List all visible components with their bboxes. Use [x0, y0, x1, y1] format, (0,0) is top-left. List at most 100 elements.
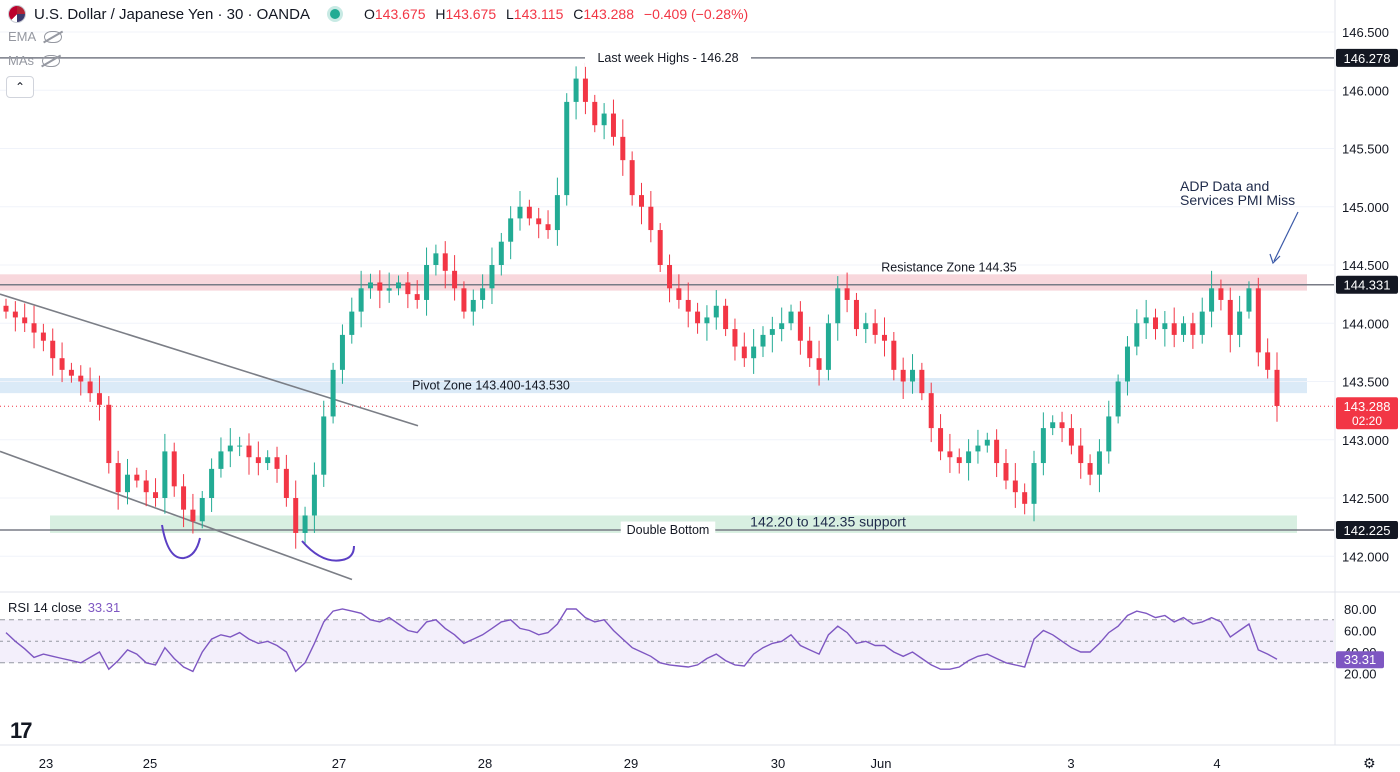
- price-tick-label: 144.500: [1342, 258, 1389, 273]
- ema-label: EMA: [8, 29, 37, 44]
- last-week-high-label-bg: [585, 49, 751, 67]
- rsi-tick-label: 80.00: [1344, 602, 1377, 617]
- candle-body: [1115, 381, 1121, 417]
- candle-body: [648, 206, 654, 231]
- candle-body: [975, 445, 981, 452]
- gear-icon[interactable]: ⚙: [1363, 755, 1376, 771]
- candle-body: [956, 457, 962, 464]
- candle-body: [704, 317, 710, 324]
- candle-body: [1087, 463, 1093, 475]
- candle-body: [1190, 323, 1196, 335]
- candle-body: [508, 218, 514, 242]
- candle-body: [1031, 463, 1037, 504]
- candle-body: [405, 282, 411, 295]
- candle-body: [246, 445, 252, 458]
- price-tick-label: 142.000: [1342, 549, 1389, 564]
- candle-body: [732, 329, 738, 347]
- ema-indicator[interactable]: EMA: [8, 29, 63, 44]
- candle-body: [1003, 463, 1009, 481]
- candle-body: [1143, 317, 1149, 324]
- pivot-zone: [0, 378, 1307, 394]
- time-tick-label: 4: [1213, 756, 1220, 770]
- candle-body: [302, 515, 308, 533]
- resistance-price-badge-bg: [1336, 275, 1398, 294]
- candle-body: [162, 451, 168, 498]
- chevron-up-icon[interactable]: ⌃: [6, 76, 34, 98]
- tradingview-logo[interactable]: 17: [10, 718, 33, 743]
- time-tick-label: 25: [143, 756, 157, 770]
- candle-body: [414, 294, 420, 300]
- candle-body: [1022, 492, 1028, 504]
- last-price-badge-countdown: 02:20: [1352, 414, 1382, 428]
- resistance-price-badge: 144.331: [1344, 278, 1391, 293]
- time-axis[interactable]: 23 25 27 28 29 30 Jun 3 4: [0, 744, 1400, 770]
- support-price-badge-bg: [1336, 521, 1398, 540]
- candle-body: [1255, 288, 1261, 353]
- candle-body: [592, 101, 598, 126]
- candle-body: [1199, 311, 1205, 335]
- symbol-title[interactable]: U.S. Dollar / Japanese Yen · 30 · OANDA: [34, 5, 310, 23]
- double-bottom-label: Double Bottom: [627, 523, 710, 537]
- candle-body: [667, 265, 673, 289]
- rsi-line: [5, 608, 1278, 673]
- adp-arrow-line: [1273, 211, 1299, 262]
- candle-body: [181, 486, 187, 510]
- price-axis[interactable]: 146.500 146.000 145.500 145.000 144.500 144.0…: [1336, 25, 1398, 564]
- candle-body: [330, 369, 336, 417]
- channel-lower-line: [0, 450, 353, 581]
- resistance-zone-label: Resistance Zone 144.35: [881, 261, 1017, 275]
- time-tick-label: 29: [624, 756, 638, 770]
- candle-body: [452, 270, 458, 289]
- candle-body: [349, 311, 355, 335]
- candle-body: [31, 323, 37, 333]
- candle-body: [1265, 352, 1271, 370]
- price-tick-label: 145.500: [1342, 142, 1389, 157]
- candle-body: [1209, 288, 1215, 312]
- candle-body: [143, 480, 149, 493]
- candle-body: [1218, 288, 1224, 300]
- eye-hidden-icon[interactable]: [44, 30, 63, 43]
- candle-body: [966, 451, 972, 464]
- candle-body: [536, 218, 542, 225]
- rsi-tick-label: 20.00: [1344, 667, 1377, 682]
- trendlines: [0, 293, 419, 581]
- high-value: 143.675: [445, 6, 497, 22]
- candle-body: [1227, 299, 1233, 335]
- channel-upper-line: [0, 293, 419, 427]
- price-tick-label: 144.000: [1342, 316, 1389, 331]
- candle-body: [1246, 288, 1252, 312]
- candle-body: [96, 393, 102, 405]
- close-label: C: [573, 6, 584, 22]
- candle-body: [676, 288, 682, 300]
- candle-body: [68, 369, 74, 376]
- open-label: O: [363, 6, 375, 22]
- high-price-badge-bg: [1336, 48, 1398, 67]
- mas-indicator[interactable]: MAs: [8, 53, 60, 68]
- resistance-zone: [0, 274, 1307, 291]
- candle-body: [900, 369, 906, 382]
- candle-body: [984, 439, 990, 446]
- candle-body: [40, 332, 46, 341]
- candle-body: [115, 463, 121, 493]
- candle-body: [293, 498, 299, 533]
- candle-body: [255, 457, 261, 464]
- candle-body: [601, 113, 607, 126]
- double-bottom-curve-left: [161, 524, 201, 560]
- candle-body: [442, 253, 448, 271]
- candle-body: [713, 305, 719, 318]
- rsi-tick-label: 60.00: [1344, 624, 1377, 639]
- candle-body: [283, 468, 289, 498]
- rsi-legend[interactable]: RSI 14 close 33.31: [8, 600, 120, 615]
- candle-body: [1040, 428, 1046, 464]
- candle-body: [1134, 323, 1140, 347]
- low-label: L: [506, 6, 514, 22]
- candle-body: [994, 439, 1000, 464]
- candle-body: [797, 311, 803, 341]
- eye-hidden-icon[interactable]: [42, 54, 60, 67]
- candle-body: [825, 323, 831, 370]
- candle-body: [190, 509, 196, 522]
- candle-body: [582, 78, 588, 102]
- candle-body: [1078, 445, 1084, 464]
